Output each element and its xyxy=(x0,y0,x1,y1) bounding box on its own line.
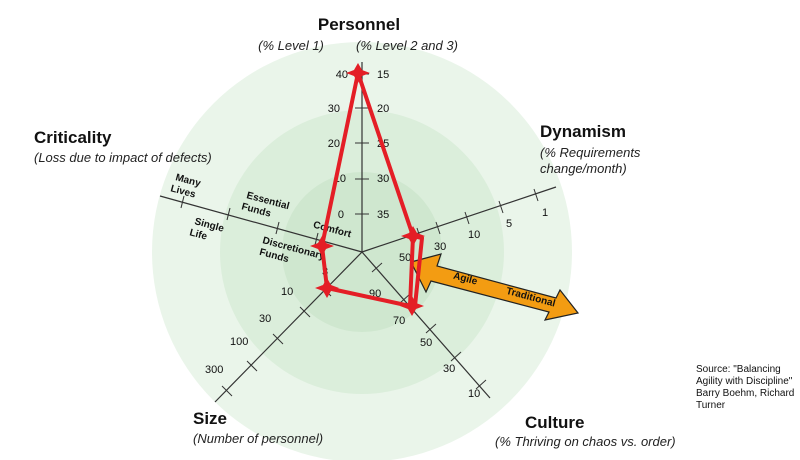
marker-size xyxy=(315,278,339,298)
personnel-tick-right-4: 30 xyxy=(377,173,389,185)
size-subtitle: (Number of personnel) xyxy=(193,431,323,446)
dynamism-tick-2: 30 xyxy=(434,241,446,253)
marker-criticality xyxy=(310,236,334,256)
personnel-tick-left-5: 0 xyxy=(338,209,344,221)
dynamism-tick-3: 10 xyxy=(468,229,480,241)
dynamism-tick-5: 1 xyxy=(542,207,548,219)
size-tick-3: 30 xyxy=(259,313,271,325)
personnel-subtitle-left: (% Level 1) xyxy=(258,38,324,53)
personnel-tick-left-2: 30 xyxy=(328,103,340,115)
source-note: Source: "Balancing Agility with Discipli… xyxy=(696,364,795,411)
criticality-subtitle: (Loss due to impact of defects) xyxy=(34,150,212,165)
size-title: Size xyxy=(193,409,227,428)
criticality-title: Criticality xyxy=(34,128,112,147)
dynamism-title: Dynamism xyxy=(540,122,626,141)
culture-subtitle: (% Thriving on chaos vs. order) xyxy=(495,434,676,449)
personnel-tick-left-1: 40 xyxy=(336,69,348,81)
criticality-axis xyxy=(159,195,363,253)
personnel-tick-left-3: 20 xyxy=(328,138,340,150)
marker-culture xyxy=(400,296,424,316)
marker-personnel xyxy=(346,63,370,83)
culture-tick-2: 70 xyxy=(393,315,405,327)
personnel-title: Personnel xyxy=(318,15,400,34)
culture-title: Culture xyxy=(525,413,585,432)
dynamism-tick-4: 5 xyxy=(506,218,512,230)
project-profile xyxy=(320,71,415,308)
culture-tick-3: 50 xyxy=(420,337,432,349)
personnel-tick-right-1: 15 xyxy=(377,69,389,81)
size-axis xyxy=(214,251,363,403)
personnel-tick-right-5: 35 xyxy=(377,209,389,221)
personnel-tick-right-2: 20 xyxy=(377,103,389,115)
dynamism-tick-1: 50 xyxy=(399,252,411,264)
culture-axis xyxy=(361,251,491,399)
culture-tick-4: 30 xyxy=(443,363,455,375)
size-tick-5: 300 xyxy=(205,364,223,376)
personnel-subtitle-right: (% Level 2 and 3) xyxy=(356,38,458,53)
tick-marks xyxy=(180,73,539,397)
criticality-label-single-2: Life xyxy=(188,227,208,242)
size-tick-2: 10 xyxy=(281,286,293,298)
marker-dynamism xyxy=(401,226,425,246)
profile-markers xyxy=(310,63,425,316)
culture-tick-5: 10 xyxy=(468,388,480,400)
dynamism-subtitle-line1: (% Requirements xyxy=(540,145,641,160)
dynamism-subtitle-line2: change/month) xyxy=(540,161,627,176)
size-tick-4: 100 xyxy=(230,336,248,348)
dynamism-axis xyxy=(361,186,557,253)
